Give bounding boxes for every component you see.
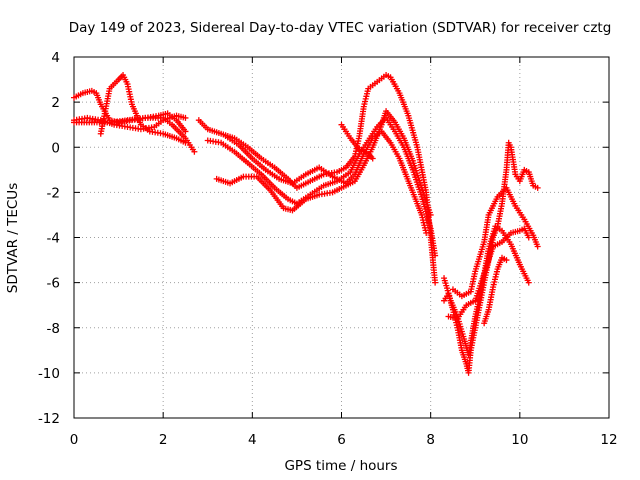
- data-point: [182, 114, 189, 121]
- data-point: [534, 243, 541, 250]
- x-tick-label: 0: [70, 432, 79, 448]
- series-track-10: [441, 139, 541, 376]
- series-track-13: [445, 225, 532, 322]
- y-tick-label: -2: [47, 185, 60, 201]
- series-track-5: [195, 72, 439, 286]
- x-tick-label: 12: [600, 432, 617, 448]
- y-tick-label: 4: [51, 50, 60, 66]
- data-point: [432, 252, 439, 259]
- x-tick-label: 4: [248, 432, 257, 448]
- y-tick-label: -4: [47, 231, 60, 247]
- series-track-14: [481, 254, 510, 327]
- y-tick-label: -10: [38, 366, 60, 382]
- x-tick-label: 10: [511, 432, 528, 448]
- y-tick-label: -6: [47, 276, 60, 292]
- x-tick-label: 2: [159, 432, 168, 448]
- data-point: [182, 139, 189, 146]
- data-point: [369, 155, 376, 162]
- data-points: [71, 72, 541, 376]
- gridlines: [74, 57, 609, 418]
- y-tick-labels: 4 2 0 -2 -4 -6 -8 -10 -12: [38, 50, 60, 427]
- data-point: [427, 211, 434, 218]
- x-tick-label: 6: [337, 432, 346, 448]
- data-point: [432, 279, 439, 286]
- x-tick-label: 8: [426, 432, 435, 448]
- data-point: [423, 229, 430, 236]
- series-track-9: [338, 121, 376, 162]
- x-tick-labels: 0 2 4 6 8 10 12: [70, 432, 618, 448]
- y-tick-label: -12: [38, 411, 60, 427]
- y-tick-label: 0: [51, 140, 60, 156]
- series-track-3: [71, 114, 198, 155]
- data-point: [503, 257, 510, 264]
- data-point: [534, 184, 541, 191]
- data-point: [525, 279, 532, 286]
- y-tick-label: -8: [47, 321, 60, 337]
- series-track-12: [449, 184, 541, 300]
- axis-ticks: [73, 56, 610, 419]
- series-track-7: [213, 108, 434, 218]
- data-point: [525, 234, 532, 241]
- y-axis-label: SDTVAR / TECUs: [5, 183, 21, 293]
- data-point: [191, 148, 198, 155]
- y-tick-label: 2: [51, 95, 60, 111]
- series-track-8: [222, 128, 430, 236]
- series-track-4: [97, 72, 189, 146]
- data-point: [182, 128, 189, 135]
- x-axis-label: GPS time / hours: [284, 458, 397, 474]
- chart-title: Day 149 of 2023, Sidereal Day-to-day VTE…: [69, 20, 612, 36]
